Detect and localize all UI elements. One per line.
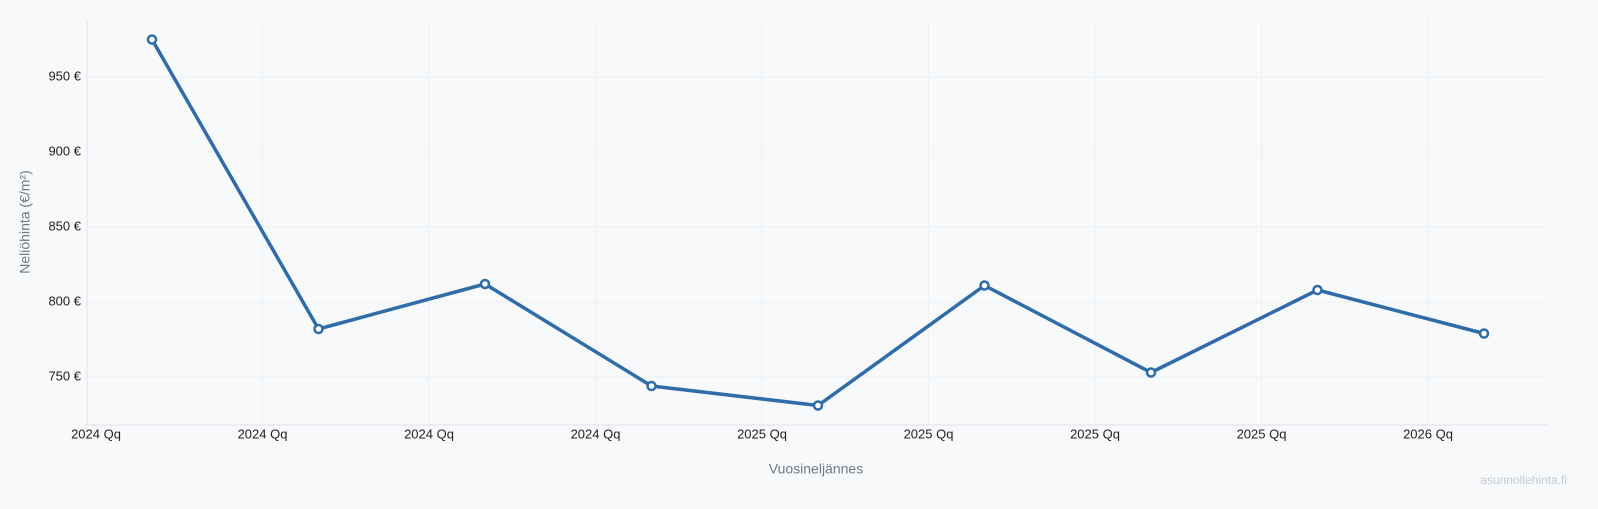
x-tick-label: 2024 Qq (71, 426, 121, 441)
x-tick-label: 2026 Qq (1403, 426, 1453, 441)
x-tick-label: 2024 Qq (404, 426, 454, 441)
x-tick-label: 2024 Qq (238, 426, 288, 441)
x-axis-title: Vuosineljännes (769, 461, 863, 477)
point (146, 34, 158, 45)
point (479, 278, 491, 290)
y-tick-label: 800 € (48, 293, 81, 308)
line (150, 38, 1485, 408)
y-tick-label: 750 € (48, 368, 81, 383)
point (1145, 367, 1157, 378)
point (979, 280, 990, 291)
x-tick-label: 2025 Qq (737, 426, 787, 441)
y-tick-label: 900 € (48, 143, 81, 158)
y-tick-label: 950 € (48, 68, 81, 83)
point (812, 400, 824, 411)
x-tick-label: 2025 Qq (1070, 426, 1120, 441)
point (646, 380, 657, 392)
point (313, 323, 324, 335)
x-tick-label: 2024 Qq (571, 426, 621, 441)
x-tick-label: 2025 Qq (904, 426, 954, 441)
watermark: asunnollehinta.fi (1480, 473, 1567, 487)
y-axis-title: Neliöhinta (€/m²) (17, 170, 33, 273)
point (1478, 328, 1490, 339)
x-tick-label: 2025 Qq (1237, 426, 1287, 441)
y-tick-label: 850 € (48, 218, 81, 233)
point (1312, 284, 1323, 296)
